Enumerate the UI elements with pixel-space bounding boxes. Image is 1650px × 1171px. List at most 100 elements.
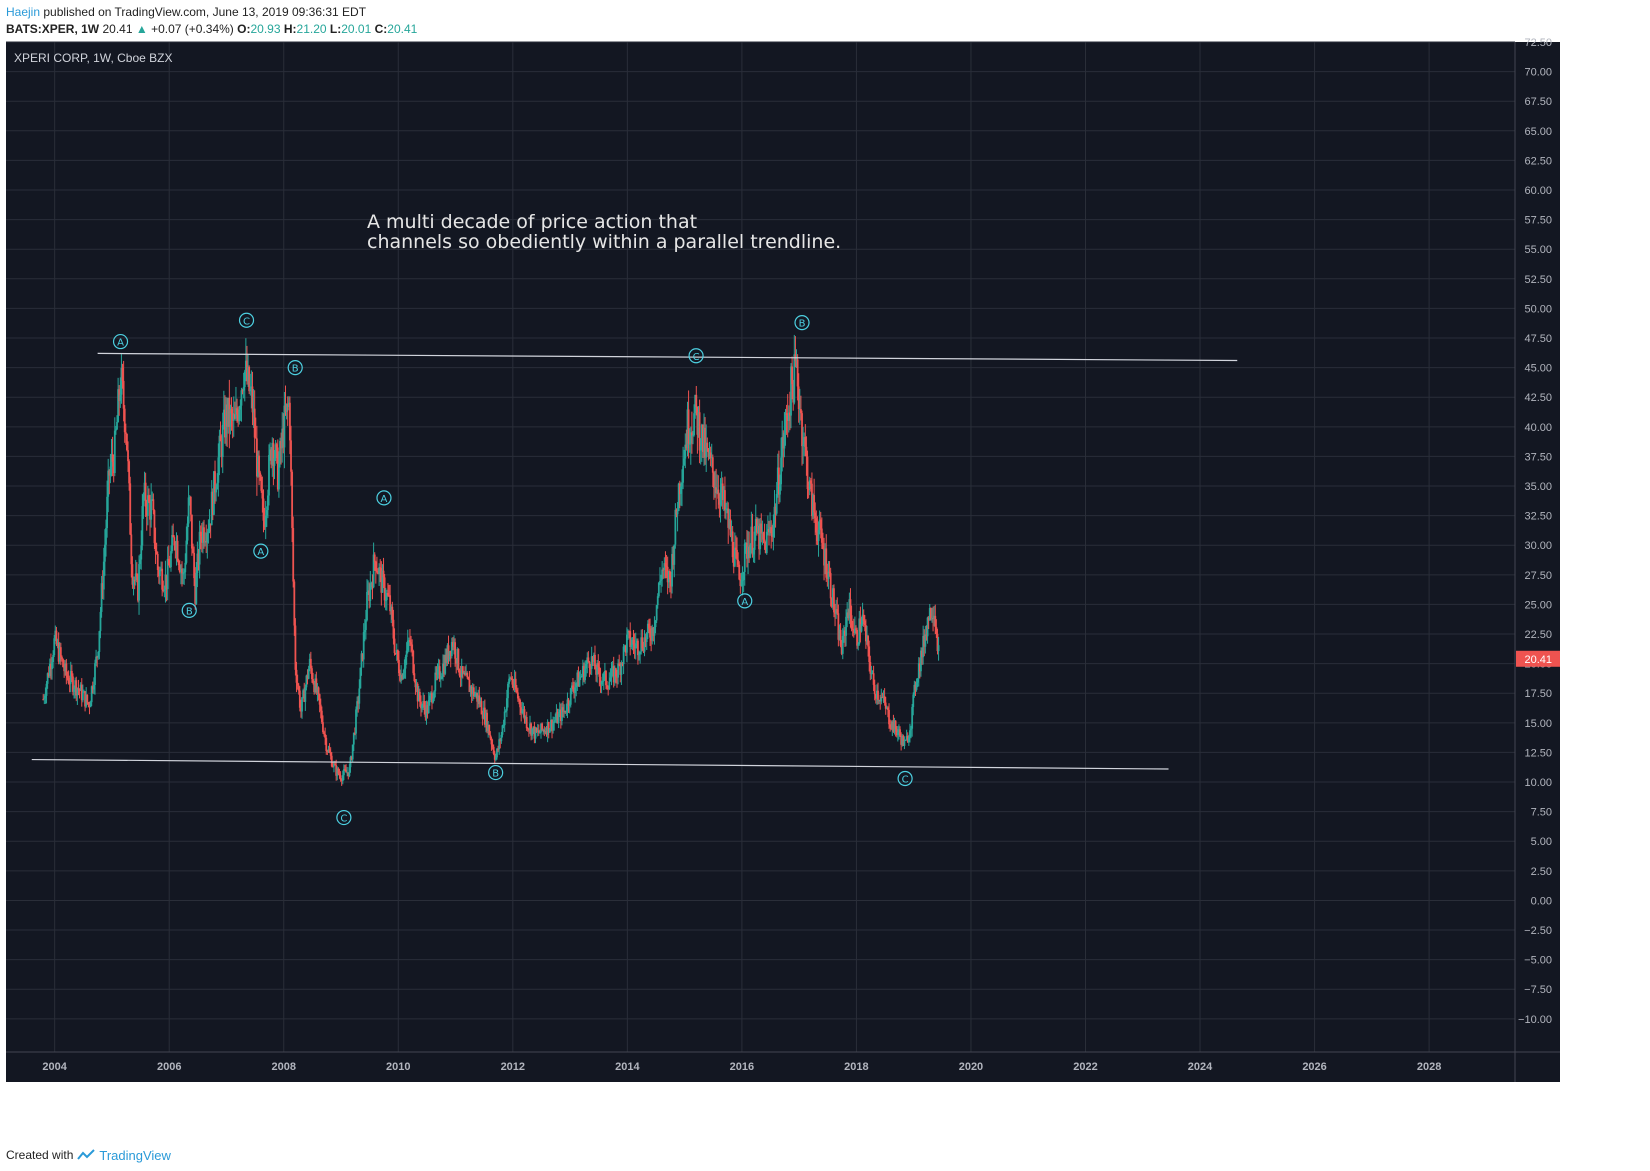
candle-body (127, 450, 129, 462)
candle-body (53, 638, 56, 655)
candle-body (131, 564, 134, 585)
candle-body (238, 409, 241, 422)
trendline[interactable] (31, 758, 1169, 770)
tradingview-brand-link[interactable]: TradingView (99, 1147, 171, 1163)
time-tick-label: 2004 (42, 1061, 67, 1073)
candle-body (709, 452, 712, 459)
candle-body (307, 668, 310, 679)
candle-body (623, 645, 626, 647)
candle-body (305, 675, 308, 688)
time-axis[interactable]: 2004 2006 2008 2010 2012 2014 2016 2018 2020 2022… (42, 1061, 1441, 1073)
candle-body (88, 704, 91, 708)
candle-body (792, 384, 795, 403)
candle-body (777, 467, 780, 495)
candle-body (746, 543, 748, 559)
candle-body (157, 570, 160, 577)
candle-body (631, 639, 634, 646)
candle-body (672, 553, 675, 565)
candle-body (931, 618, 933, 620)
candle-body (507, 683, 509, 699)
candle-body (258, 455, 260, 473)
candle-body (94, 663, 96, 685)
candle-body (500, 734, 503, 742)
candle-body (781, 436, 784, 458)
wave-label-c: C (897, 770, 913, 787)
candle-body (635, 640, 638, 644)
candle-body (425, 705, 428, 718)
wave-label-circle (897, 770, 913, 787)
candle-body (815, 518, 818, 533)
candle-body (591, 656, 594, 662)
plot-area[interactable] (6, 42, 1560, 1082)
candle-body (890, 727, 893, 730)
candle-body (339, 775, 342, 780)
time-tick-label: 2006 (157, 1061, 181, 1073)
candle-body (531, 728, 534, 736)
created-with-text: Created with (6, 1148, 74, 1162)
candle-body (355, 709, 357, 734)
wave-label-b: B (488, 764, 504, 781)
candle-body (192, 548, 194, 553)
candle-body (755, 518, 758, 533)
price-tick-label: 37.50 (1524, 451, 1552, 463)
candle-body (202, 527, 204, 543)
candle-body (132, 579, 135, 585)
candle-body (398, 659, 400, 674)
candle-body (535, 728, 538, 732)
candle-body (417, 691, 420, 702)
trendline[interactable] (97, 352, 1238, 362)
candle-body (112, 461, 115, 474)
candle-body (881, 696, 884, 698)
candle-body (676, 511, 679, 515)
candle-body (868, 646, 871, 663)
candle-body (607, 687, 610, 690)
candle-body (839, 629, 842, 646)
candle-body (616, 676, 618, 678)
candle-body (644, 637, 647, 642)
candle-body (151, 499, 154, 501)
candle-body (753, 531, 756, 550)
candle-body (762, 532, 765, 540)
candle-body (137, 576, 139, 601)
candle-body (175, 540, 178, 551)
price-tick-label: 72.50 (1524, 37, 1552, 49)
candle-body (61, 656, 63, 660)
candle-body (315, 678, 318, 693)
price-axis[interactable]: 72.50 70.00 67.50 65.00 62.50 60.00 57.50 55.00… (1518, 37, 1552, 1026)
candle-body (358, 688, 361, 704)
candle-body (518, 698, 520, 700)
candle-body (432, 698, 434, 703)
author-link[interactable]: Haejin (6, 5, 41, 19)
candle-body (732, 557, 735, 567)
candle-body (78, 689, 81, 691)
candle-body (924, 634, 927, 647)
candle-body (736, 549, 738, 560)
wave-label-b: B (181, 602, 197, 618)
candle-body (724, 490, 726, 510)
candle-body (416, 683, 419, 702)
candle-body (567, 699, 570, 706)
wave-label-circle (238, 312, 255, 328)
candle-body (139, 559, 142, 565)
wave-label-c: C (336, 809, 352, 826)
candle-body (433, 691, 436, 699)
candle-body (224, 409, 226, 438)
candle-body (674, 509, 677, 545)
price-tick-label: 55.00 (1524, 244, 1552, 256)
wave-label-text: A (381, 494, 388, 505)
candle-body (863, 620, 866, 626)
candle-body (204, 541, 207, 543)
candle-body (457, 648, 460, 671)
candle-body (719, 492, 722, 505)
candle-body (133, 579, 136, 581)
candle-body (590, 656, 593, 669)
candle-body (426, 705, 429, 714)
candle-body (516, 692, 519, 699)
candle-body (633, 644, 636, 649)
last-price-tag-text: 20.41 (1524, 654, 1552, 666)
trendlines[interactable] (31, 352, 1238, 770)
candle-body (775, 493, 778, 514)
candle-body (575, 683, 578, 688)
price-tick-label: 45.00 (1524, 363, 1552, 375)
